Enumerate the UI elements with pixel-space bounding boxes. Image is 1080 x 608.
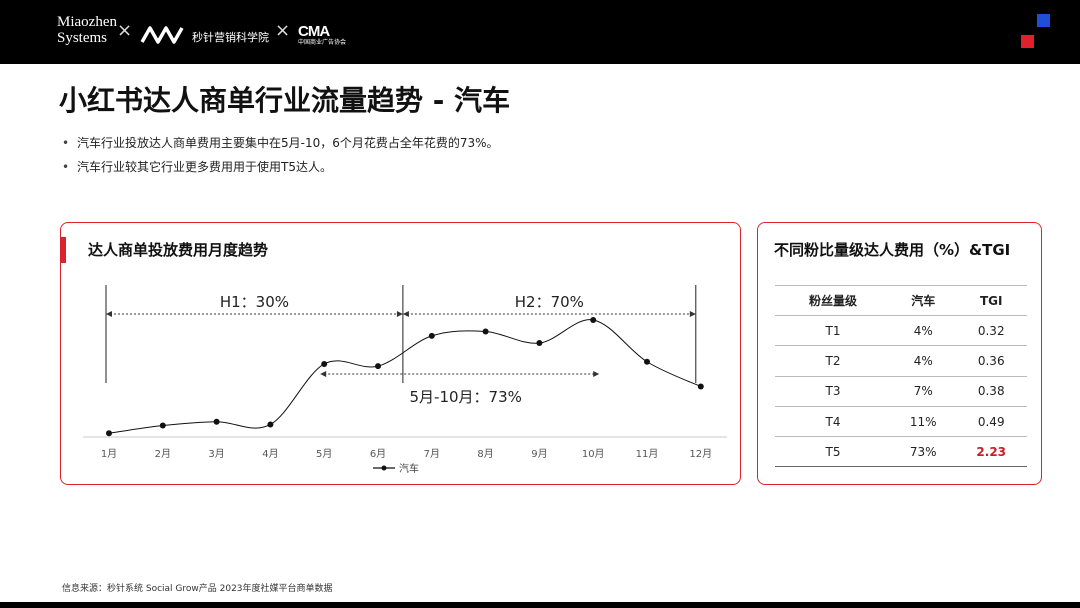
column-header-tier: 粉丝量级	[775, 285, 891, 316]
page-title: 小红书达人商单行业流量趋势 - 汽车	[59, 84, 511, 117]
x-tick-label: 3月	[208, 448, 224, 460]
cell-tgi: 0.36	[955, 345, 1027, 377]
cell-tier: T3	[775, 376, 891, 407]
data-point	[106, 430, 112, 437]
source-footnote: 信息来源：秒针系统 Social Grow产品 2023年度社媒平台商单数据	[62, 584, 333, 594]
table-row: T2 4% 0.36	[775, 345, 1027, 377]
table-row: T4 11% 0.49	[775, 406, 1027, 438]
tgi-table-title: 不同粉比量级达人费用（%）&TGI	[774, 241, 1011, 259]
academy-logo-text: 秒针营销科学院	[192, 31, 269, 44]
data-point	[428, 332, 435, 339]
x-tick-label: 2月	[155, 448, 171, 460]
tgi-table: 粉丝量级 汽车 TGI T1 4% 0.32 T2 4% 0.36 T3 7% …	[775, 285, 1027, 468]
data-point	[590, 316, 597, 323]
cma-logo-subtext: 中国商业广告协会	[298, 39, 347, 46]
red-square-decoration	[1021, 35, 1034, 48]
cell-share: 4%	[891, 345, 956, 377]
x-tick-label: 7月	[424, 448, 440, 460]
column-header-share: 汽车	[891, 285, 956, 316]
cell-tier: T2	[775, 345, 891, 377]
data-point	[536, 340, 543, 347]
table-row: T3 7% 0.38	[775, 376, 1027, 407]
table-row: T1 4% 0.32	[775, 315, 1027, 347]
x-tick-label: 4月	[262, 448, 278, 460]
data-point	[321, 360, 328, 367]
cell-share: 7%	[891, 376, 956, 407]
data-point	[159, 422, 166, 429]
cell-tier: T1	[775, 315, 891, 347]
x-tick-label: 8月	[477, 448, 493, 460]
data-point	[267, 421, 274, 428]
h2-arrow-head-left	[402, 311, 409, 317]
may-oct-annotation-label: 5月-10月：73%	[410, 388, 522, 406]
column-header-tgi: TGI	[955, 285, 1027, 316]
h2-annotation-label: H2：70%	[515, 293, 584, 311]
x-tick-label: 12月	[689, 448, 712, 460]
table-header-row: 粉丝量级 汽车 TGI	[775, 285, 1027, 316]
logo-separator: ×	[117, 20, 133, 41]
blue-square-decoration	[1037, 14, 1050, 27]
x-tick-label: 6月	[370, 448, 386, 460]
academy-logo-icon	[140, 26, 184, 44]
h1-arrow-head-right	[396, 311, 403, 317]
bullet-item: 汽车行业投放达人商单费用主要集中在5月-10，6个月花费占全年花费的73%。	[62, 134, 499, 158]
legend-marker	[381, 465, 387, 471]
h2-arrow-head-right	[689, 311, 696, 317]
cma-logo-mark: CMA	[298, 23, 330, 40]
cell-share: 11%	[891, 406, 956, 438]
miaozhen-logo-line2: Systems	[57, 30, 108, 46]
cell-tgi: 0.49	[955, 406, 1027, 438]
cell-tier: T5	[775, 436, 891, 468]
cell-tgi: 0.32	[955, 315, 1027, 347]
cma-logo: CMA 中国商业广告协会	[298, 23, 347, 52]
may-oct-arrow-head-left	[320, 371, 327, 377]
legend-label: 汽车	[399, 462, 419, 475]
data-point	[375, 363, 381, 370]
trend-chart-panel: 达人商单投放费用月度趋势 1月 2月 3月 4月 5月 6月 7月 8月 9月 10月 11月 12月…	[60, 222, 741, 485]
cell-tgi: 0.38	[955, 376, 1027, 407]
miaozhen-logo-line1: Miaozhen	[57, 14, 117, 30]
trend-chart-title: 达人商单投放费用月度趋势	[61, 237, 268, 263]
x-tick-label: 10月	[582, 448, 605, 460]
bullet-list: 汽车行业投放达人商单费用主要集中在5月-10，6个月花费占全年花费的73%。 汽…	[62, 134, 499, 182]
bottom-bar	[0, 602, 1080, 608]
cell-tier: T4	[775, 406, 891, 438]
tgi-table-panel: 不同粉比量级达人费用（%）&TGI 粉丝量级 汽车 TGI T1 4% 0.32…	[757, 222, 1042, 485]
trend-line-chart: 1月 2月 3月 4月 5月 6月 7月 8月 9月 10月 11月 12月 H1：30% H2：70% 5…	[83, 285, 727, 475]
logo-separator: ×	[275, 20, 291, 41]
cell-share: 4%	[891, 315, 956, 347]
x-tick-label: 11月	[636, 448, 659, 460]
data-point	[697, 383, 704, 390]
cell-share: 73%	[891, 436, 956, 468]
x-tick-label: 9月	[531, 448, 547, 460]
series-line-car	[108, 319, 702, 434]
h1-annotation-label: H1：30%	[220, 293, 289, 311]
data-point	[482, 328, 489, 335]
miaozhen-logo: Miaozhen Systems	[57, 14, 117, 46]
header-bar: Miaozhen Systems × 秒针营销科学院 × CMA 中国商业广告协…	[0, 0, 1080, 64]
data-point	[213, 418, 220, 425]
h1-arrow-head-left	[106, 311, 112, 317]
table-row: T5 73% 2.23	[775, 436, 1027, 468]
x-tick-label: 5月	[316, 448, 332, 460]
data-point	[644, 358, 650, 365]
cell-tgi-highlight: 2.23	[955, 436, 1027, 468]
may-oct-arrow-head-right	[593, 371, 600, 377]
bullet-item: 汽车行业较其它行业更多费用用于使用T5达人。	[62, 158, 499, 182]
x-tick-label: 1月	[101, 448, 117, 460]
